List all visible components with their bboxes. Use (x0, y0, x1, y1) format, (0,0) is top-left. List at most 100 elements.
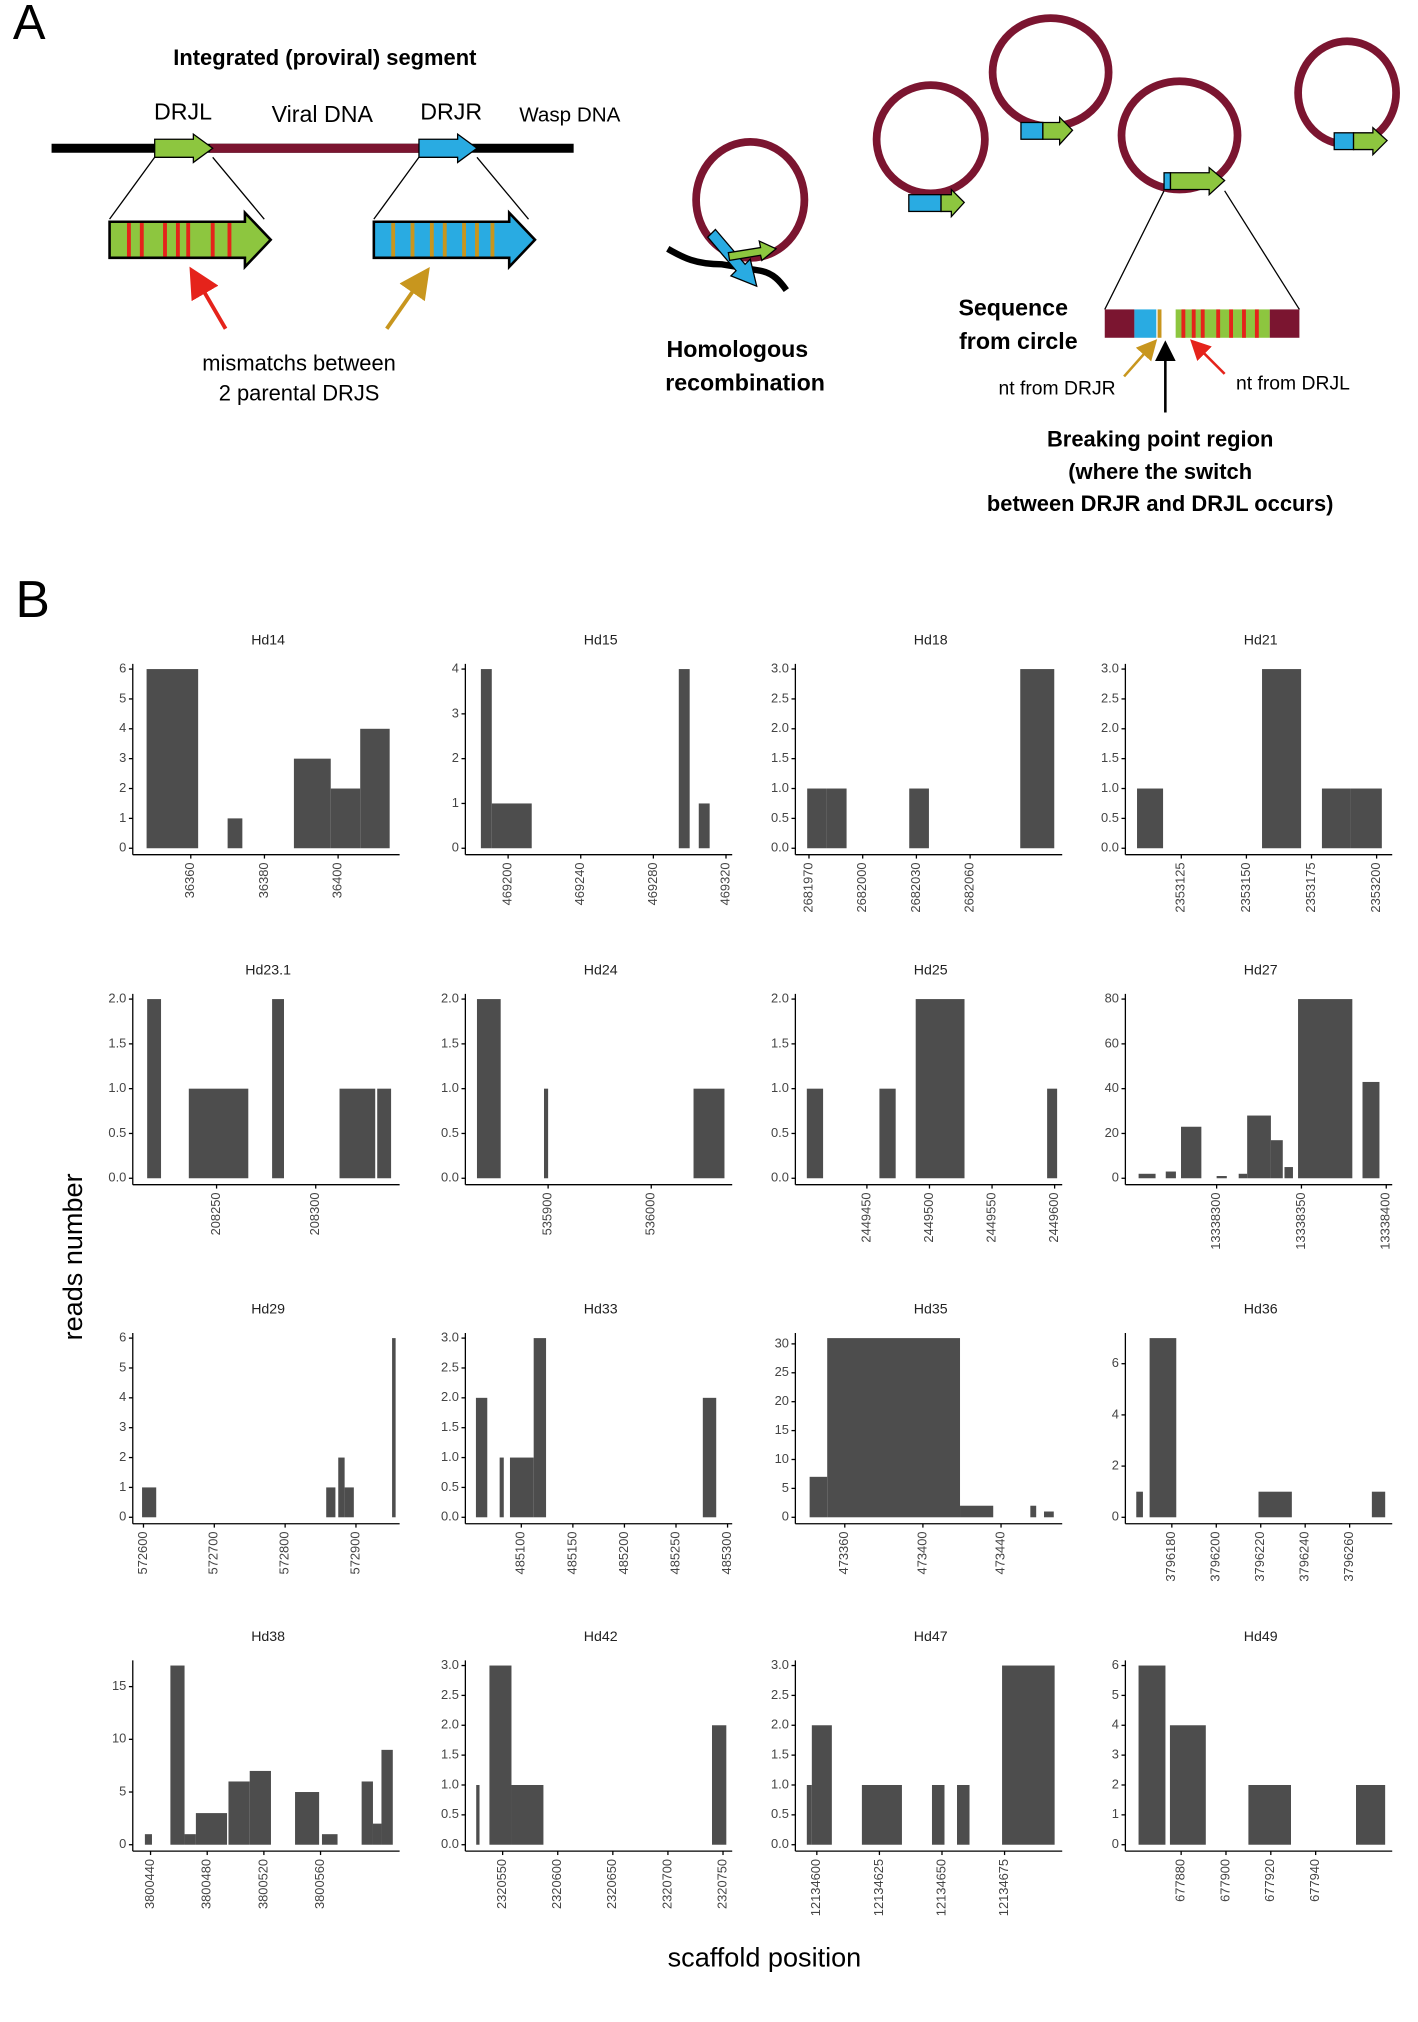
y-tick-label: 1.0 (1101, 780, 1119, 795)
x-tick-label: 12134600 (808, 1859, 823, 1916)
bar (489, 1665, 512, 1845)
bar (509, 1457, 534, 1518)
label: (where the switch (1068, 459, 1252, 484)
x-tick-label: 13338400 (1378, 1192, 1393, 1249)
y-axis-label: reads number (57, 1173, 88, 1340)
y-tick-label: 2.0 (771, 720, 789, 735)
y-tick-label: 3.0 (771, 1657, 789, 1672)
x-tick-label: 2682060 (962, 862, 977, 912)
y-tick-label: 3.0 (771, 660, 789, 675)
y-tick-label: 2.0 (1101, 720, 1119, 735)
x-tick-label: 535900 (540, 1192, 555, 1235)
bar (693, 1088, 725, 1179)
x-tick-label: 36380 (256, 862, 271, 898)
bar (321, 1834, 338, 1845)
y-tick-label: 1.5 (1101, 750, 1119, 765)
y-tick-label: 2 (119, 1449, 126, 1464)
zoom-line (373, 156, 420, 220)
y-tick-label: 2 (1112, 1458, 1119, 1473)
x-tick-label: 2682030 (908, 862, 923, 912)
bar (377, 1088, 392, 1179)
y-tick-label: 1.5 (441, 1035, 459, 1050)
bar (361, 1781, 373, 1845)
bar (326, 1487, 336, 1518)
y-tick-label: 0 (119, 1836, 126, 1851)
bar (170, 1665, 185, 1845)
y-tick-label: 5 (119, 1783, 126, 1798)
bar (249, 1770, 271, 1845)
y-tick-label: 20 (775, 1393, 789, 1408)
label: from circle (959, 328, 1078, 354)
y-tick-label: 0.5 (771, 810, 789, 825)
bar (195, 1813, 228, 1845)
x-tick-label: 12134650 (933, 1859, 948, 1916)
x-tick-label: 3796260 (1341, 1531, 1356, 1581)
bar (1284, 1167, 1293, 1179)
y-tick-label: 4 (1112, 1406, 1119, 1421)
y-tick-label: 2.0 (108, 990, 126, 1005)
bar (491, 803, 532, 849)
y-tick-label: 3.0 (441, 1657, 459, 1672)
bar (272, 999, 284, 1179)
x-tick-label: 2681970 (800, 862, 815, 912)
bar (392, 1338, 396, 1518)
x-tick-label: 536000 (643, 1192, 658, 1235)
bar (360, 728, 390, 849)
label: DRJL (154, 99, 212, 125)
bar (806, 1784, 812, 1845)
panel-label: A (13, 0, 46, 50)
x-tick-label: 473440 (992, 1531, 1007, 1574)
bar (960, 1505, 994, 1518)
y-tick-label: 1 (119, 1479, 126, 1494)
bar (146, 669, 199, 849)
diagram-title: Integrated (proviral) segment (173, 45, 477, 70)
bar (1270, 1140, 1283, 1179)
circles (692, 14, 1400, 262)
chart-title: Hd35 (914, 1301, 948, 1317)
chart-title: Hd21 (1244, 632, 1278, 648)
y-tick-label: 0 (452, 840, 459, 855)
x-tick-label: 3796240 (1297, 1531, 1312, 1581)
zoom-line (212, 156, 265, 220)
chart-title: Hd42 (584, 1629, 618, 1645)
y-tick-label: 1.0 (441, 1776, 459, 1791)
bar (1371, 1491, 1386, 1518)
y-tick-label: 0.5 (771, 1806, 789, 1821)
x-tick-label: 3796180 (1163, 1531, 1178, 1581)
y-tick-label: 3 (119, 1419, 126, 1434)
y-tick-label: 0.5 (441, 1479, 459, 1494)
y-tick-label: 0.5 (441, 1806, 459, 1821)
bar (330, 788, 361, 849)
y-tick-label: 0 (119, 840, 126, 855)
bar (698, 803, 710, 849)
y-tick-label: 6 (119, 1330, 126, 1345)
panel-a: A Integrated (proviral) segment DRJL Vir… (13, 0, 1400, 516)
y-tick-label: 3 (119, 750, 126, 765)
bar (147, 999, 162, 1179)
label: Viral DNA (272, 101, 374, 127)
y-tick-label: 60 (1105, 1035, 1119, 1050)
stripes (126, 223, 232, 257)
x-tick-label: 3800520 (255, 1859, 270, 1909)
bar (826, 788, 847, 849)
bar (480, 669, 492, 849)
bar (1149, 1338, 1177, 1518)
y-tick-label: 15 (112, 1678, 126, 1693)
x-tick-label: 677920 (1262, 1859, 1277, 1902)
bar (1138, 1173, 1156, 1179)
x-tick-label: 2682000 (854, 862, 869, 912)
y-tick-label: 20 (1105, 1125, 1119, 1140)
y-tick-label: 6 (119, 660, 126, 675)
pointer (1123, 339, 1158, 378)
y-tick-label: 0 (782, 1509, 789, 1524)
bar (475, 1397, 488, 1518)
zoom-line (476, 156, 530, 220)
y-tick-label: 0.0 (1101, 840, 1119, 855)
y-tick-label: 3 (1112, 1747, 1119, 1762)
panel-b: B reads number scaffold position (15, 570, 861, 1973)
y-tick-label: 2.0 (771, 1717, 789, 1732)
y-tick-label: 1.0 (771, 780, 789, 795)
y-tick-label: 10 (775, 1451, 789, 1466)
bar (702, 1397, 717, 1518)
